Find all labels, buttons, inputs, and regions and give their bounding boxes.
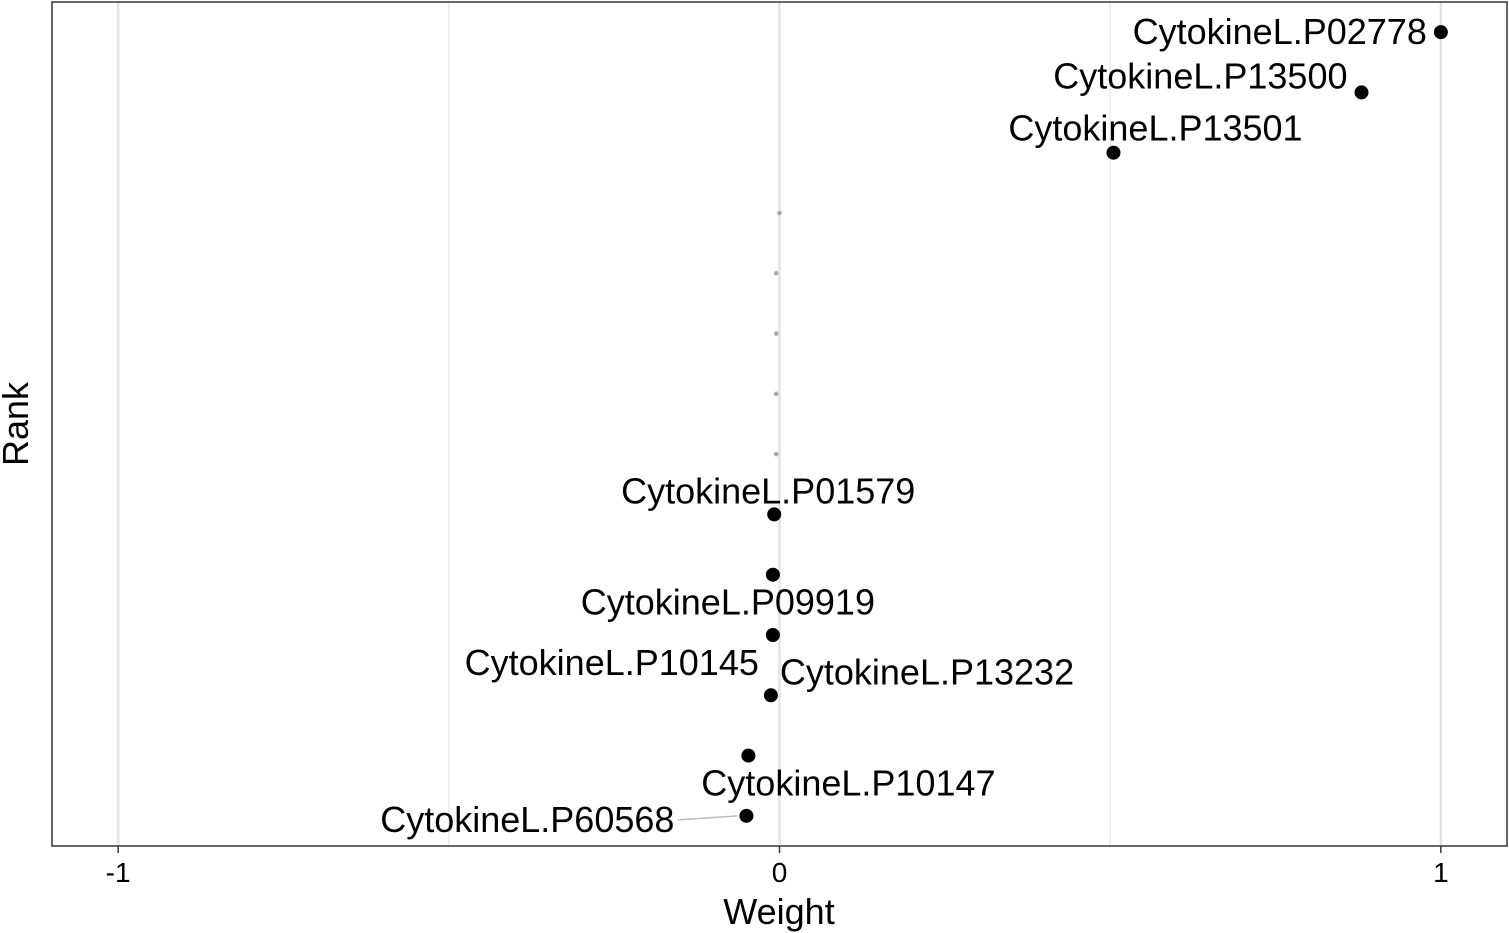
data-point-cytokinel-p01579 (767, 507, 782, 522)
point-label-cytokinel-p13501: CytokineL.P13501 (1008, 108, 1302, 149)
x-tick-label: -1 (106, 857, 131, 888)
x-tick-label: 0 (772, 857, 788, 888)
label-leader-lines (678, 815, 738, 821)
data-point-cytokinel-p13232 (763, 688, 778, 703)
point-label-cytokinel-p13232: CytokineL.P13232 (780, 651, 1074, 692)
point-label-cytokinel-p01579: CytokineL.P01579 (621, 470, 915, 511)
point-label-cytokinel-p02778: CytokineL.P02778 (1133, 11, 1427, 52)
data-points (739, 25, 1448, 823)
x-tick-label: 1 (1433, 857, 1449, 888)
point-label-cytokinel-p10147: CytokineL.P10147 (701, 763, 995, 804)
data-point-rank-10 (773, 270, 779, 276)
data-point-rank-8 (773, 391, 779, 397)
data-point-rank-7 (773, 451, 779, 457)
data-point-cytokinel-p13501 (1106, 145, 1121, 160)
x-axis: -1 0 1 (106, 846, 1449, 888)
leader-line-cytokinel-p60568 (678, 815, 738, 821)
data-point-cytokinel-p10145 (765, 628, 780, 642)
point-label-cytokinel-p13500: CytokineL.P13500 (1053, 55, 1347, 96)
point-label-cytokinel-p09919: CytokineL.P09919 (581, 582, 875, 623)
data-point-rank-11 (777, 210, 782, 216)
data-point-cytokinel-p10147 (741, 748, 756, 763)
data-point-cytokinel-p02778 (1433, 25, 1448, 40)
data-point-cytokinel-p09919 (765, 567, 780, 582)
y-axis-title: Rank (0, 381, 36, 466)
point-label-cytokinel-p60568: CytokineL.P60568 (380, 799, 674, 840)
data-point-cytokinel-p13500 (1354, 85, 1369, 100)
point-label-cytokinel-p10145: CytokineL.P10145 (465, 642, 759, 683)
x-axis-title: Weight (723, 891, 834, 932)
data-point-rank-9 (773, 331, 779, 336)
grid-lines (116, 2, 1443, 846)
data-point-cytokinel-p60568 (739, 808, 754, 823)
